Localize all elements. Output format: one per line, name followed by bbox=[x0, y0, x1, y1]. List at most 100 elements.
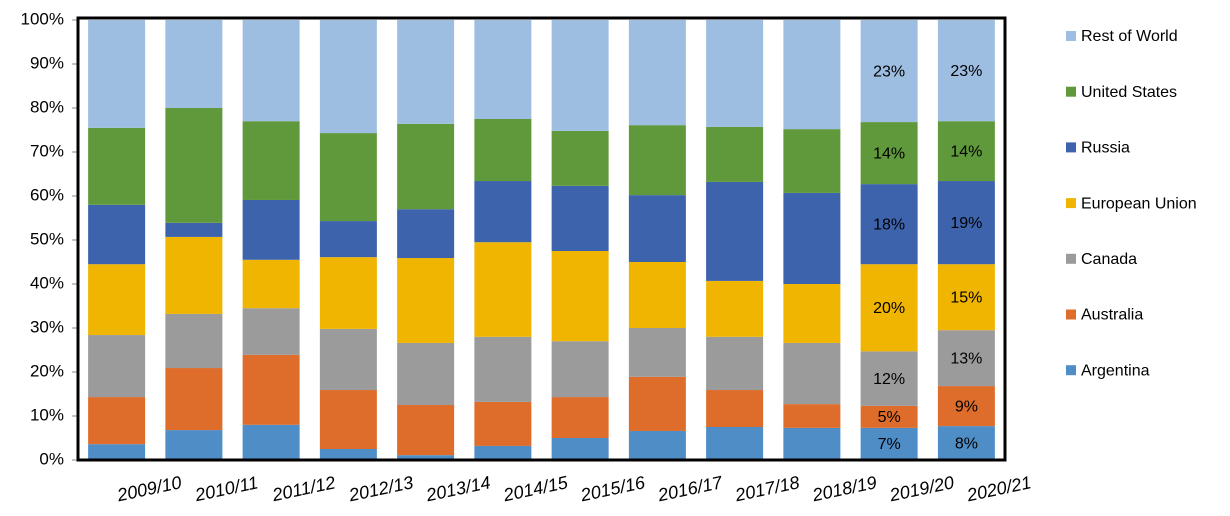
bar-segment bbox=[628, 262, 686, 328]
bar-segment bbox=[88, 444, 146, 460]
legend-label: Rest of World bbox=[1081, 28, 1178, 45]
y-tick-label: 100% bbox=[21, 9, 64, 28]
x-tick-label: 2011/12 bbox=[270, 472, 337, 505]
bar-segment bbox=[783, 342, 841, 405]
bar-segment bbox=[937, 426, 995, 460]
bar-segment bbox=[319, 390, 377, 449]
bar-segment bbox=[551, 251, 609, 342]
y-tick-label: 0% bbox=[39, 449, 64, 468]
bar-segment bbox=[551, 397, 609, 438]
data-label: 18% bbox=[873, 216, 905, 233]
x-tick-label: 2013/14 bbox=[423, 472, 492, 505]
data-label: 19% bbox=[950, 215, 982, 232]
x-tick-label: 2015/16 bbox=[578, 472, 648, 506]
bar-segment bbox=[706, 336, 764, 391]
bar-segment bbox=[88, 335, 146, 398]
bar-segment bbox=[860, 427, 918, 460]
legend-label: European Union bbox=[1081, 195, 1197, 212]
bar-segment bbox=[706, 280, 764, 337]
bar-segment bbox=[551, 341, 609, 398]
bar-segment bbox=[860, 351, 918, 406]
bar-segment bbox=[937, 181, 995, 265]
bar-segment bbox=[628, 328, 686, 377]
bar-segment bbox=[551, 130, 609, 186]
data-label: 13% bbox=[950, 350, 982, 367]
x-tick-label: 2018/19 bbox=[810, 472, 879, 505]
bar-segment bbox=[242, 424, 300, 460]
y-tick-label: 20% bbox=[30, 361, 64, 380]
bar-segment bbox=[628, 376, 686, 431]
bar-segment bbox=[628, 195, 686, 262]
bar-segment bbox=[88, 264, 146, 336]
x-tick-label: 2009/10 bbox=[114, 472, 183, 505]
bar-segment bbox=[783, 427, 841, 460]
y-tick-label: 10% bbox=[30, 405, 64, 424]
y-tick-label: 60% bbox=[30, 185, 64, 204]
legend-swatch bbox=[1066, 86, 1076, 97]
bar-segment bbox=[551, 185, 609, 251]
legend-label: Canada bbox=[1081, 251, 1137, 268]
bar-segment bbox=[783, 20, 841, 130]
bar-segment bbox=[397, 455, 455, 460]
bar-segment bbox=[242, 308, 300, 355]
bar-segment bbox=[937, 121, 995, 182]
bar-segment bbox=[706, 427, 764, 460]
data-label: 23% bbox=[873, 63, 905, 80]
bar-segment bbox=[165, 20, 223, 108]
bar-segment bbox=[474, 181, 532, 243]
data-label: 7% bbox=[878, 436, 901, 453]
bar-segment bbox=[397, 405, 455, 456]
bar-segment bbox=[165, 313, 223, 369]
bar-segment bbox=[551, 20, 609, 131]
data-label: 14% bbox=[950, 143, 982, 160]
bar-segment bbox=[319, 221, 377, 258]
bar-segment bbox=[706, 20, 764, 127]
bar-segment bbox=[319, 328, 377, 391]
bar-segment bbox=[474, 336, 532, 402]
bar-segment bbox=[88, 20, 146, 128]
bar-segment bbox=[860, 184, 918, 265]
bar-segment bbox=[783, 129, 841, 193]
x-tick-label: 2014/15 bbox=[501, 472, 571, 506]
data-label: 9% bbox=[955, 398, 978, 415]
data-label: 23% bbox=[950, 63, 982, 80]
legend-label: Argentina bbox=[1081, 362, 1150, 379]
y-tick-label: 50% bbox=[30, 229, 64, 248]
bar-segment bbox=[783, 192, 841, 284]
x-tick-label: 2012/13 bbox=[346, 472, 415, 505]
x-tick-label: 2019/20 bbox=[887, 472, 956, 505]
data-label: 8% bbox=[955, 435, 978, 452]
bar-segment bbox=[88, 204, 146, 265]
bar-segment bbox=[628, 430, 686, 460]
bar-segment bbox=[319, 133, 377, 222]
bar-segment bbox=[783, 284, 841, 343]
y-tick-label: 90% bbox=[30, 53, 64, 72]
bar-segment bbox=[474, 445, 532, 460]
bar-segment bbox=[165, 222, 223, 237]
bar-segment bbox=[860, 264, 918, 352]
bar-segment bbox=[242, 259, 300, 309]
bar-segment bbox=[706, 181, 764, 281]
data-label: 5% bbox=[878, 409, 901, 426]
bar-segment bbox=[319, 449, 377, 460]
legend-swatch bbox=[1066, 309, 1076, 320]
x-tick-label: 2017/18 bbox=[732, 472, 801, 505]
bar-segment bbox=[937, 264, 995, 331]
y-tick-label: 30% bbox=[30, 317, 64, 336]
bar-segment bbox=[319, 20, 377, 134]
x-tick-label: 2010/11 bbox=[192, 472, 259, 505]
bar-segment bbox=[165, 236, 223, 314]
bar-segment bbox=[937, 386, 995, 427]
legend-swatch bbox=[1066, 142, 1076, 153]
bar-segment bbox=[860, 122, 918, 185]
legend-swatch bbox=[1066, 198, 1076, 209]
bar-segment bbox=[397, 258, 455, 343]
plot-frame bbox=[76, 16, 1007, 462]
bar-segment bbox=[474, 20, 532, 119]
bar-segment bbox=[242, 20, 300, 122]
bar-segment bbox=[860, 405, 918, 428]
bar-segment bbox=[165, 368, 223, 431]
bar-segment bbox=[860, 20, 918, 123]
legend-swatch bbox=[1066, 253, 1076, 264]
bar-segment bbox=[242, 121, 300, 200]
